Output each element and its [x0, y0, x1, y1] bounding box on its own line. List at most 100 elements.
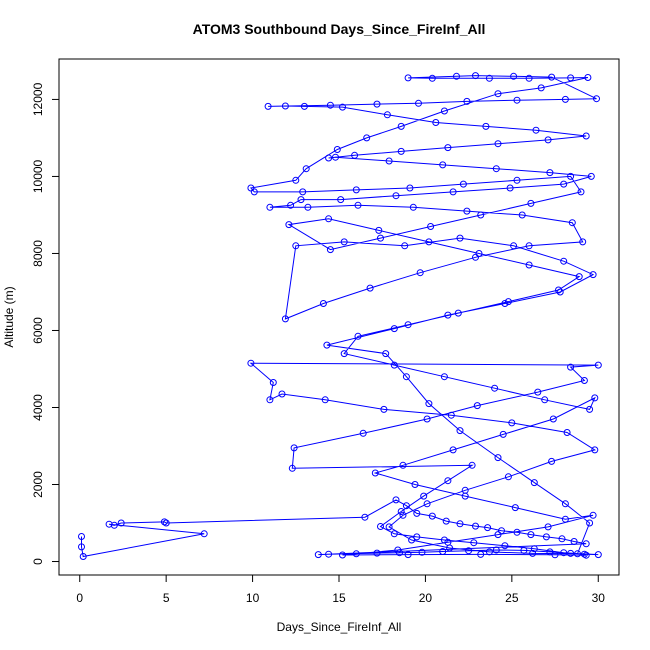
x-axis: 0 5 10 15 20 25 30 [76, 574, 605, 605]
data-point [567, 549, 575, 557]
data-point [408, 536, 416, 544]
data-point [375, 226, 383, 234]
data-point [463, 207, 471, 215]
data-point [567, 363, 575, 371]
data-point [537, 84, 545, 92]
y-tick-label: 2000 [31, 471, 45, 498]
data-point [325, 215, 333, 223]
data-point [415, 99, 422, 107]
x-tick-label: 15 [332, 591, 346, 605]
data-point [105, 520, 113, 528]
data-point [558, 535, 566, 543]
data-point [413, 509, 421, 517]
data-point [555, 286, 562, 294]
y-tick-label: 6000 [31, 317, 45, 344]
data-point [510, 242, 518, 250]
data-point [325, 154, 333, 162]
data-point [392, 192, 400, 200]
data-point [397, 508, 405, 515]
data-point [390, 530, 398, 538]
data-point [399, 461, 407, 469]
data-point [449, 188, 457, 196]
data-point [525, 242, 533, 250]
data-point [290, 444, 298, 452]
data-point [463, 97, 471, 105]
data-point [456, 520, 464, 528]
data-point [299, 188, 307, 196]
data-point [406, 184, 414, 192]
data-point [591, 446, 599, 454]
data-point [401, 242, 409, 250]
data-point [472, 522, 479, 530]
data-point [281, 102, 289, 110]
data-point [525, 261, 533, 269]
y-axis: 0 2000 4000 6000 8000 10000 12000 [31, 82, 60, 565]
data-point [359, 429, 367, 437]
chart-title: ATOM3 Southbound Days_Since_FireInf_All [193, 21, 486, 37]
data-point [492, 546, 500, 554]
data-point [556, 288, 564, 296]
data-point [397, 122, 405, 130]
data-point [352, 186, 360, 194]
data-point [397, 147, 405, 155]
data-point [491, 384, 499, 392]
data-point [518, 211, 526, 219]
data-point [582, 540, 590, 548]
data-point [454, 309, 462, 317]
data-point [325, 550, 333, 558]
data-point [494, 531, 502, 539]
data-point [117, 519, 125, 527]
data-point [447, 411, 455, 419]
x-tick-label: 10 [246, 591, 260, 605]
data-point [423, 415, 431, 423]
data-point [418, 548, 426, 556]
data-point [484, 524, 492, 532]
data-point [527, 531, 535, 539]
data-point [575, 273, 583, 281]
data-point [250, 188, 258, 196]
data-point [432, 119, 440, 126]
data-point [544, 136, 552, 144]
data-point [542, 533, 550, 541]
data-point [504, 298, 512, 306]
data-point [477, 211, 485, 219]
data-point [427, 223, 435, 230]
data-point [587, 172, 595, 180]
data-point [292, 176, 300, 184]
data-point [380, 405, 388, 413]
data-point [402, 373, 410, 381]
data-point [444, 538, 452, 546]
data-point [477, 550, 485, 558]
data-point [390, 361, 398, 369]
data-point [78, 533, 85, 540]
data-point [377, 523, 384, 530]
data-point [354, 201, 362, 209]
x-tick-label: 5 [163, 591, 170, 605]
data-point [449, 446, 457, 454]
data-point [297, 196, 305, 204]
data-point [472, 253, 479, 261]
data-point [456, 427, 464, 435]
data-point [385, 157, 393, 165]
data-point [459, 180, 467, 188]
data-point [548, 457, 556, 465]
data-point [444, 477, 452, 485]
data-point [548, 73, 556, 81]
data-point [428, 512, 436, 520]
data-point [78, 543, 85, 551]
data-point [530, 545, 538, 553]
data-point [382, 350, 390, 358]
data-point [371, 469, 379, 477]
data-point [593, 95, 600, 103]
y-axis-title: Altitude (m) [2, 286, 16, 347]
data-point [551, 551, 559, 559]
data-point [504, 473, 512, 481]
data-point [563, 429, 571, 436]
data-point [399, 511, 407, 519]
data-point [409, 203, 417, 211]
data-point [582, 551, 590, 559]
data-point [428, 74, 436, 82]
data-point [567, 74, 575, 82]
data-point [494, 140, 502, 148]
data-point [546, 169, 554, 177]
